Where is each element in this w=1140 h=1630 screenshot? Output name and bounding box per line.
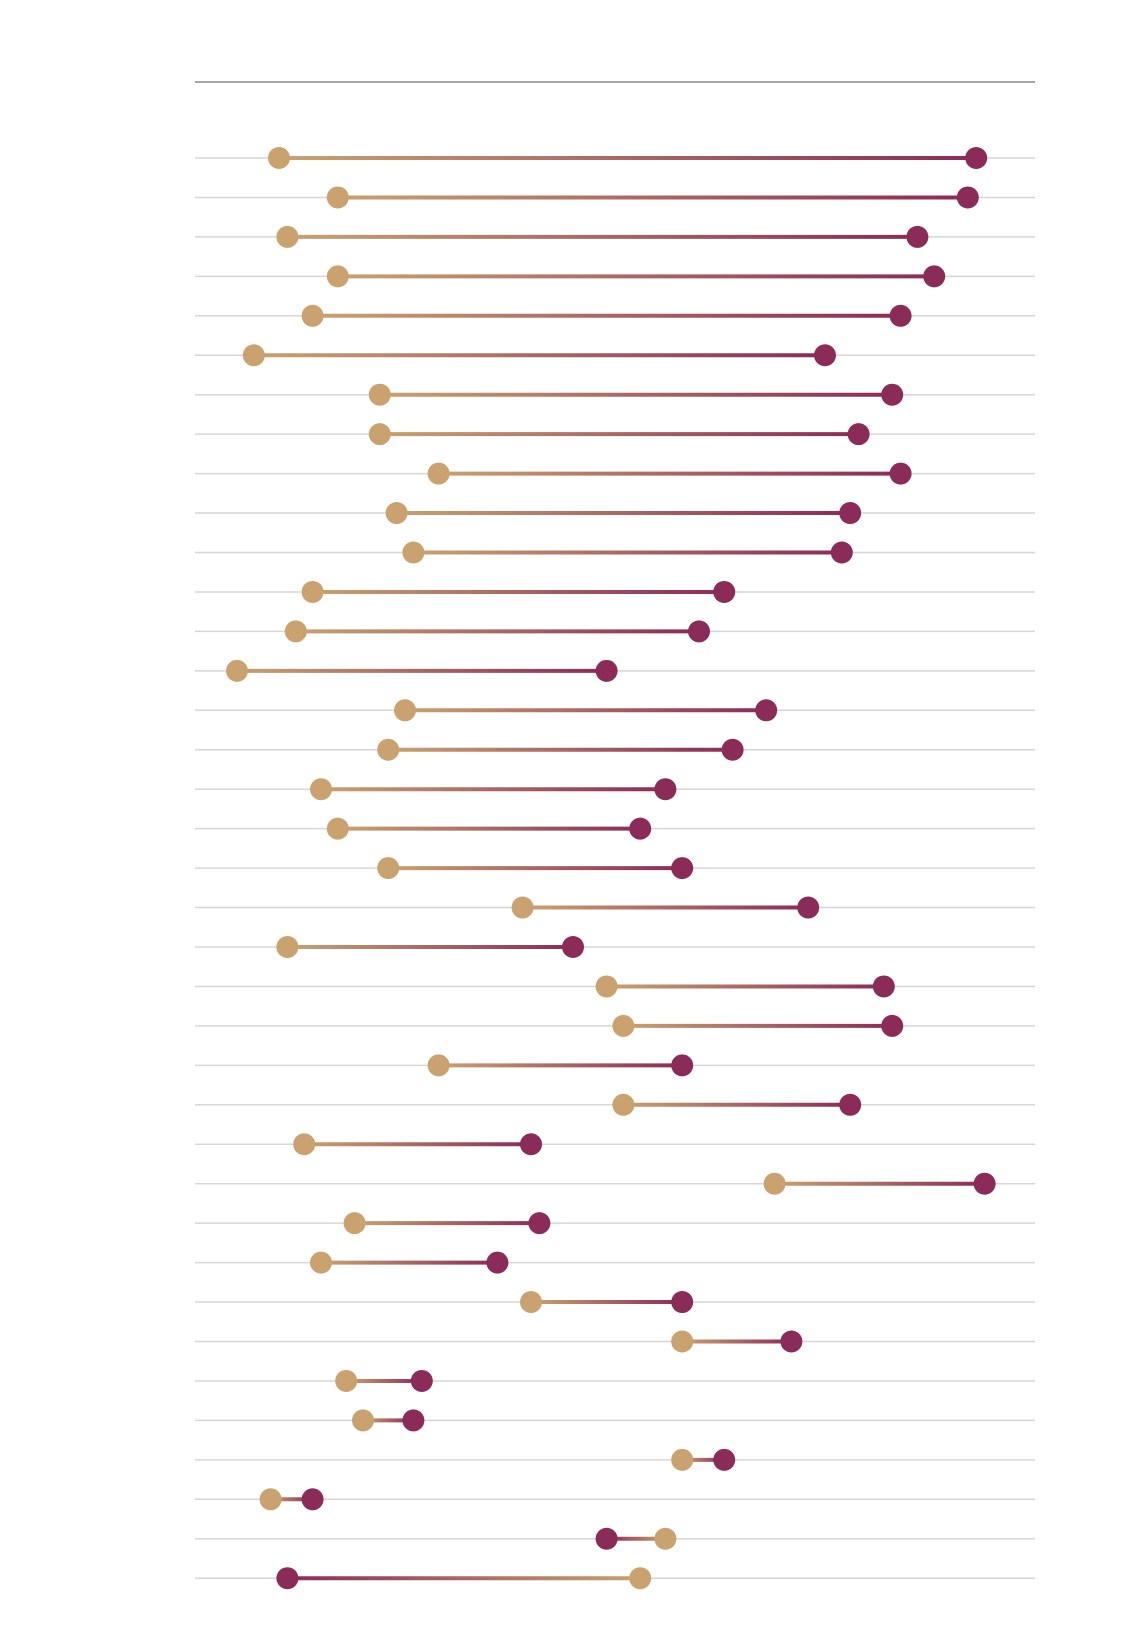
end-point-row-7 bbox=[881, 383, 904, 406]
end-point-row-27 bbox=[973, 1172, 996, 1195]
end-point-row-12 bbox=[713, 580, 736, 603]
end-point-row-34 bbox=[713, 1448, 736, 1471]
end-point-row-30 bbox=[671, 1291, 694, 1314]
start-point-row-3 bbox=[276, 225, 299, 248]
start-point-row-34 bbox=[671, 1448, 694, 1471]
start-point-row-5 bbox=[301, 304, 324, 327]
end-point-row-35 bbox=[301, 1488, 324, 1511]
end-point-row-37 bbox=[276, 1567, 299, 1590]
end-point-row-1 bbox=[965, 147, 988, 169]
start-point-row-37 bbox=[629, 1567, 652, 1590]
start-point-row-21 bbox=[276, 936, 299, 958]
start-point-row-30 bbox=[520, 1291, 542, 1314]
start-point-row-10 bbox=[385, 502, 408, 525]
start-point-row-11 bbox=[402, 541, 425, 564]
end-point-row-8 bbox=[847, 423, 870, 446]
end-point-row-33 bbox=[402, 1409, 425, 1432]
start-point-row-31 bbox=[671, 1330, 694, 1353]
end-point-row-14 bbox=[595, 659, 618, 682]
start-point-row-32 bbox=[335, 1369, 358, 1392]
end-point-row-23 bbox=[881, 1014, 904, 1037]
end-point-row-18 bbox=[629, 817, 652, 840]
start-point-row-2 bbox=[326, 186, 349, 209]
start-point-row-1 bbox=[268, 147, 290, 169]
start-point-row-25 bbox=[612, 1093, 635, 1116]
start-point-row-27 bbox=[763, 1172, 786, 1195]
data-points bbox=[226, 147, 996, 1590]
end-point-row-5 bbox=[889, 304, 912, 327]
end-point-row-3 bbox=[906, 225, 929, 248]
start-point-row-29 bbox=[310, 1251, 332, 1274]
start-point-row-16 bbox=[377, 738, 400, 761]
end-point-row-16 bbox=[721, 738, 744, 761]
start-point-row-14 bbox=[226, 659, 248, 682]
end-point-row-36 bbox=[595, 1527, 618, 1550]
start-point-row-7 bbox=[368, 383, 391, 406]
connector-lines bbox=[237, 156, 985, 1581]
end-point-row-17 bbox=[654, 778, 677, 801]
start-point-row-18 bbox=[326, 817, 349, 840]
start-point-row-22 bbox=[595, 975, 618, 998]
start-point-row-33 bbox=[352, 1409, 374, 1432]
end-point-row-9 bbox=[889, 462, 912, 485]
end-point-row-15 bbox=[755, 699, 778, 722]
start-point-row-9 bbox=[427, 462, 450, 485]
end-point-row-29 bbox=[486, 1251, 509, 1274]
start-point-row-28 bbox=[343, 1212, 366, 1235]
start-point-row-4 bbox=[326, 265, 349, 288]
end-point-row-2 bbox=[956, 186, 979, 209]
start-point-row-24 bbox=[427, 1054, 450, 1077]
end-point-row-31 bbox=[780, 1330, 803, 1353]
end-point-row-32 bbox=[410, 1369, 433, 1392]
start-point-row-15 bbox=[394, 699, 416, 722]
end-point-row-28 bbox=[528, 1212, 551, 1235]
start-point-row-19 bbox=[377, 857, 400, 880]
end-point-row-24 bbox=[671, 1054, 694, 1077]
end-point-row-22 bbox=[872, 975, 895, 998]
start-point-row-20 bbox=[511, 896, 534, 919]
end-point-row-21 bbox=[562, 936, 584, 958]
end-point-row-20 bbox=[797, 896, 820, 919]
start-point-row-13 bbox=[284, 620, 307, 643]
start-point-row-26 bbox=[293, 1133, 316, 1156]
end-point-row-6 bbox=[814, 344, 836, 367]
start-point-row-23 bbox=[612, 1014, 635, 1037]
end-point-row-13 bbox=[688, 620, 710, 643]
start-point-row-8 bbox=[368, 423, 391, 446]
start-point-row-36 bbox=[654, 1527, 677, 1550]
end-point-row-11 bbox=[830, 541, 853, 564]
end-point-row-4 bbox=[923, 265, 946, 288]
start-point-row-12 bbox=[301, 580, 324, 603]
start-point-row-17 bbox=[310, 778, 332, 801]
start-point-row-6 bbox=[242, 344, 265, 367]
end-point-row-26 bbox=[520, 1133, 542, 1156]
end-point-row-19 bbox=[671, 857, 694, 880]
end-point-row-10 bbox=[839, 502, 862, 525]
end-point-row-25 bbox=[839, 1093, 862, 1116]
start-point-row-35 bbox=[259, 1488, 282, 1511]
